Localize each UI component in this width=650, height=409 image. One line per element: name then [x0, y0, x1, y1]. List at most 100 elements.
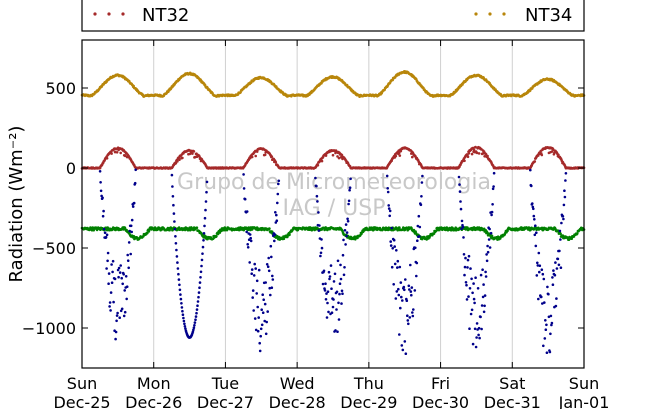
blue-point — [271, 274, 274, 278]
blue-point — [557, 263, 561, 267]
blue-point — [338, 282, 342, 286]
blue-point — [324, 298, 328, 301]
blue-point — [475, 336, 478, 339]
blue-point — [410, 293, 413, 297]
blue-point — [331, 305, 335, 309]
blue-point — [479, 315, 482, 319]
blue-point — [415, 274, 418, 278]
blue-point — [464, 281, 468, 284]
blue-point — [130, 230, 133, 234]
blue-point — [344, 243, 347, 246]
blue-point — [416, 239, 419, 242]
legend: NT32 NT34 — [81, 0, 585, 32]
blue-point — [203, 216, 207, 220]
x-tick-label-day: Sat — [499, 374, 525, 393]
blue-point — [474, 276, 477, 280]
blue-point — [487, 238, 491, 241]
x-tick-label-day: Tue — [211, 374, 239, 393]
blue-point — [457, 175, 461, 179]
blue-point — [326, 301, 329, 305]
blue-point — [245, 210, 249, 213]
blue-point — [243, 197, 247, 201]
blue-point — [465, 298, 469, 301]
blue-point — [474, 345, 478, 349]
blue-point — [388, 209, 392, 213]
blue-point — [262, 298, 266, 302]
blue-point — [324, 282, 327, 286]
blue-point — [105, 267, 108, 270]
blue-point — [178, 288, 182, 292]
blue-point — [123, 289, 126, 292]
blue-point — [175, 248, 178, 252]
blue-point — [321, 282, 325, 286]
series-green — [80, 226, 586, 241]
blue-point — [118, 316, 121, 320]
blue-point — [263, 302, 267, 306]
blue-point — [316, 200, 319, 203]
blue-point — [275, 213, 278, 217]
blue-point — [264, 281, 268, 284]
nt32-point — [191, 152, 194, 155]
blue-point — [252, 309, 255, 312]
blue-point — [387, 207, 391, 210]
blue-point — [332, 298, 335, 301]
green-point — [225, 228, 229, 232]
blue-point — [255, 279, 259, 283]
blue-point — [197, 295, 200, 299]
blue-point — [323, 289, 327, 292]
blue-point — [108, 305, 111, 308]
blue-point — [407, 322, 410, 326]
blue-point — [396, 259, 400, 263]
blue-point — [545, 351, 549, 355]
blue-point — [319, 251, 323, 255]
blue-point — [472, 282, 475, 285]
blue-point — [538, 264, 542, 268]
watermark-line-2: IAG / USP — [283, 196, 386, 221]
blue-point — [533, 233, 537, 237]
blue-point — [340, 289, 344, 293]
blue-point — [531, 202, 534, 205]
series-nt34 — [80, 70, 586, 98]
blue-point — [314, 176, 317, 180]
blue-point — [315, 194, 319, 198]
blue-point — [277, 182, 280, 186]
blue-point — [408, 316, 412, 319]
blue-point — [414, 246, 417, 250]
blue-point — [406, 314, 409, 318]
nt32-point — [119, 151, 122, 155]
blue-point — [488, 246, 492, 249]
blue-point — [111, 259, 115, 263]
blue-point — [407, 284, 411, 288]
nt32-point — [176, 160, 179, 163]
blue-point — [473, 301, 476, 305]
blue-point — [563, 195, 567, 199]
blue-point — [398, 265, 402, 269]
blue-point — [132, 201, 136, 205]
blue-point — [115, 314, 119, 317]
blue-point — [345, 234, 348, 238]
blue-point — [544, 328, 548, 332]
blue-point — [276, 192, 280, 196]
blue-point — [273, 239, 276, 243]
blue-point — [409, 290, 413, 293]
blue-point — [249, 236, 252, 240]
blue-point — [395, 290, 399, 293]
blue-point — [261, 293, 265, 297]
blue-point — [561, 215, 565, 218]
blue-point — [538, 270, 541, 274]
blue-point — [403, 288, 406, 292]
blue-point — [99, 189, 103, 193]
blue-point — [197, 291, 201, 294]
blue-point — [246, 243, 249, 246]
nt32-point — [263, 153, 267, 157]
blue-point — [327, 270, 331, 274]
x-tick-label-day: Thu — [353, 374, 384, 393]
blue-point — [535, 274, 539, 277]
blue-point — [104, 235, 108, 239]
blue-point — [532, 207, 535, 211]
blue-point — [203, 224, 206, 228]
blue-point — [480, 327, 483, 331]
blue-point — [198, 281, 202, 284]
blue-point — [554, 261, 557, 264]
blue-point — [420, 195, 423, 198]
